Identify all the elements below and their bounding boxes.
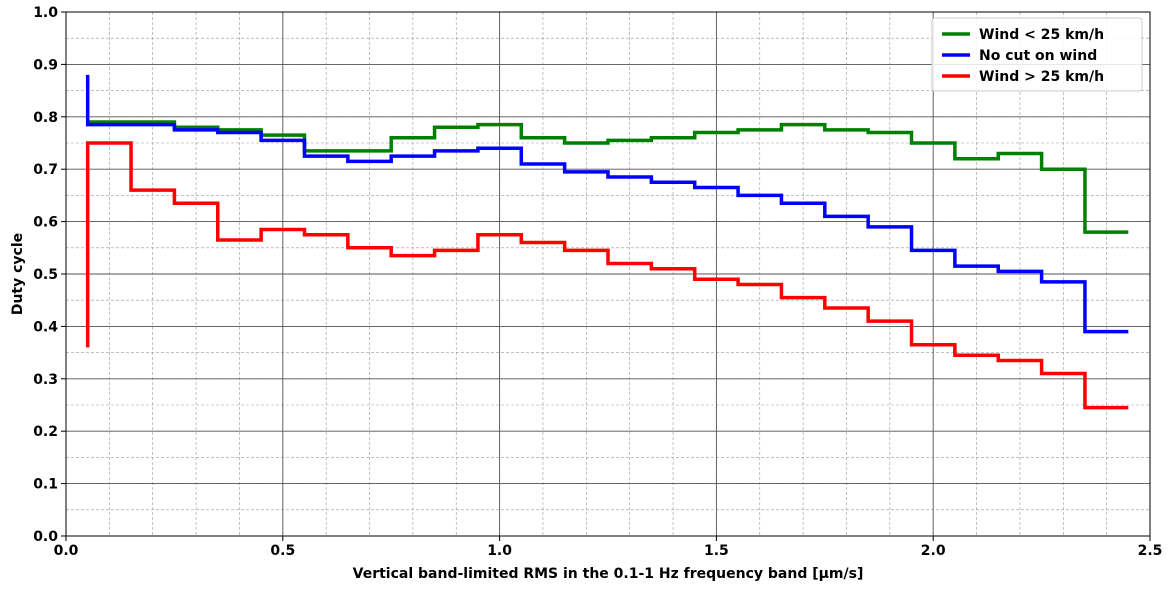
legend-label: Wind > 25 km/h: [979, 69, 1104, 85]
y-tick-label: 0.0: [33, 529, 58, 545]
x-tick-label: 0.5: [270, 543, 295, 559]
x-axis-label: Vertical band-limited RMS in the 0.1-1 H…: [353, 566, 864, 582]
y-tick-label: 0.4: [33, 319, 58, 335]
legend: Wind < 25 km/h No cut on wind Wind > 25 km…: [931, 17, 1143, 92]
x-tick-label: 1.5: [704, 543, 729, 559]
series-line-0: [87, 120, 1129, 234]
y-tick-label: 0.6: [33, 215, 58, 231]
y-tick-label: 0.9: [33, 57, 58, 73]
x-axis-ticks: 0.0 0.5 1.0 1.5 2.0 2.5: [54, 536, 1163, 559]
y-tick-label: 0.7: [33, 162, 58, 178]
series-line-1: [85, 74, 1129, 334]
legend-label: Wind < 25 km/h: [979, 27, 1104, 43]
x-tick-label: 0.0: [54, 543, 79, 559]
y-axis-label: Duty cycle: [10, 233, 26, 315]
series-line-2: [85, 141, 1129, 410]
y-tick-label: 0.3: [33, 372, 58, 388]
y-tick-label: 1.0: [33, 5, 58, 21]
x-tick-label: 2.5: [1138, 543, 1163, 559]
legend-box: [931, 17, 1143, 92]
x-tick-label: 2.0: [921, 543, 946, 559]
y-tick-label: 0.8: [33, 110, 58, 126]
y-tick-label: 0.5: [33, 267, 58, 283]
series-layer: [85, 74, 1129, 410]
y-tick-label: 0.2: [33, 424, 58, 440]
x-tick-label: 1.0: [487, 543, 512, 559]
y-axis-ticks: 0.0 0.1 0.2 0.3 0.4 0.5 0.6 0.7 0.8 0.9 1.0: [33, 5, 66, 545]
legend-label: No cut on wind: [979, 48, 1097, 64]
y-tick-label: 0.1: [33, 477, 58, 493]
